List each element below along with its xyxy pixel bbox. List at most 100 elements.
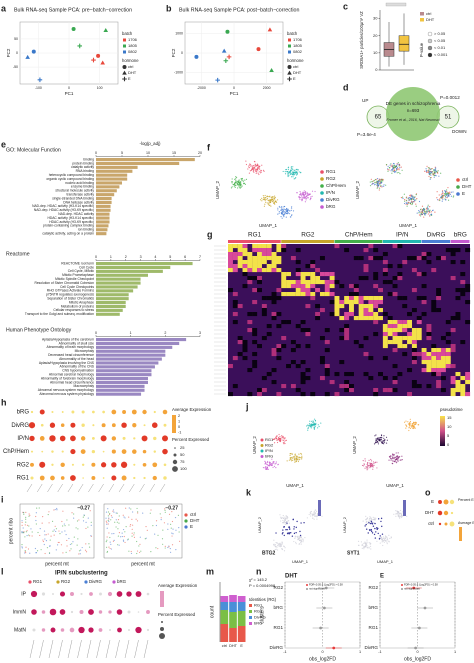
term-label: heterocyclic compound binding bbox=[49, 173, 94, 177]
cell-dot bbox=[164, 509, 166, 511]
heatmap-cell bbox=[373, 256, 379, 261]
cell-dot bbox=[408, 429, 410, 432]
bar bbox=[96, 269, 163, 273]
legend-dot bbox=[56, 580, 60, 584]
heatmap-cell bbox=[382, 376, 388, 381]
cell-dot bbox=[433, 176, 435, 178]
gene-label-stub bbox=[124, 639, 130, 659]
expr-dot bbox=[288, 526, 291, 528]
bar bbox=[96, 341, 180, 346]
dot bbox=[88, 609, 94, 615]
cell-dot bbox=[245, 160, 247, 162]
cell-dot bbox=[442, 198, 444, 200]
heatmap-cell bbox=[271, 260, 277, 265]
legend-swatch bbox=[249, 622, 252, 625]
expr-dot bbox=[379, 535, 381, 537]
cell-dot bbox=[245, 178, 248, 180]
cell-dot bbox=[285, 168, 288, 171]
heatmap-cell bbox=[358, 308, 364, 313]
cell-dot bbox=[405, 427, 407, 429]
bar bbox=[96, 228, 108, 232]
cell-dot bbox=[362, 465, 365, 467]
cell-dot bbox=[35, 512, 37, 514]
heatmap-cell bbox=[257, 256, 262, 261]
heatmap-cell bbox=[378, 288, 383, 293]
heatmap-cell bbox=[247, 392, 253, 397]
heatmap-cell bbox=[445, 360, 451, 365]
cell-dot bbox=[405, 202, 407, 204]
cell-dot bbox=[382, 179, 384, 181]
cell-dot bbox=[381, 185, 383, 187]
cell-dot bbox=[281, 207, 283, 209]
x-tick-label: 2000 bbox=[263, 86, 271, 90]
heatmap-cell bbox=[319, 308, 325, 313]
cell-dot bbox=[24, 524, 26, 526]
correlation: −0.27 bbox=[77, 505, 90, 511]
cell-dot bbox=[266, 466, 268, 468]
term-label: Mitotic Anaphase bbox=[69, 300, 94, 304]
heatmap-cell bbox=[450, 276, 456, 281]
legend-label: ctrl bbox=[426, 11, 431, 16]
cell-dot bbox=[395, 170, 397, 172]
cell-dot bbox=[129, 524, 132, 526]
panel-letter: c bbox=[343, 1, 348, 11]
cell-dot bbox=[306, 195, 308, 197]
cell-dot bbox=[370, 460, 373, 462]
dot bbox=[102, 450, 105, 453]
cell-dot bbox=[439, 198, 441, 200]
cell-dot bbox=[106, 527, 108, 529]
heatmap-cell bbox=[450, 252, 456, 257]
heatmap-cell bbox=[257, 276, 262, 281]
cell-dot bbox=[383, 441, 386, 443]
heatmap-cell bbox=[373, 276, 379, 281]
cell-dot bbox=[413, 197, 415, 199]
cell-dot bbox=[290, 209, 292, 211]
dot bbox=[142, 409, 147, 415]
cell-dot bbox=[152, 525, 154, 527]
heatmap-cell bbox=[349, 292, 354, 297]
term-label: Cell Cycle Checkpoints bbox=[60, 285, 94, 289]
cell-dot bbox=[276, 199, 279, 201]
cell-dot bbox=[53, 509, 55, 511]
term-label: Macrocephaly bbox=[73, 384, 94, 388]
cell-dot bbox=[285, 216, 287, 218]
expr-dot bbox=[285, 529, 287, 531]
cell-dot bbox=[231, 182, 233, 184]
cell-dot bbox=[429, 171, 432, 173]
cell-dot bbox=[21, 544, 23, 546]
dot bbox=[153, 436, 157, 441]
heatmap-cell bbox=[426, 336, 432, 341]
cell-dot bbox=[393, 453, 395, 456]
cell-dot bbox=[270, 200, 272, 202]
cell-dot bbox=[311, 515, 314, 517]
cell-dot bbox=[301, 458, 303, 460]
heatmap-cell bbox=[252, 244, 258, 249]
heatmap-cell bbox=[276, 248, 282, 253]
cell-dot bbox=[373, 518, 375, 521]
cell-dot bbox=[418, 214, 421, 216]
cell-dot bbox=[436, 171, 438, 173]
heatmap-cell bbox=[344, 248, 350, 253]
heatmap-cell bbox=[242, 248, 248, 253]
bar-segment bbox=[220, 610, 229, 624]
cell-dot bbox=[283, 522, 285, 524]
heatmap-cell bbox=[387, 316, 393, 321]
heatmap-cell bbox=[247, 256, 253, 261]
cell-dot bbox=[312, 420, 314, 422]
cell-dot bbox=[426, 211, 429, 213]
cell-dot bbox=[150, 509, 152, 511]
cell-dot bbox=[171, 520, 174, 523]
cell-dot bbox=[370, 519, 372, 521]
cell-dot bbox=[130, 552, 133, 555]
cell-dot bbox=[414, 424, 416, 426]
cell-dot bbox=[244, 183, 246, 186]
term-label: RHO GTPases Activate Formins bbox=[47, 289, 95, 293]
cell-dot bbox=[376, 467, 378, 469]
heatmap-cell bbox=[382, 280, 388, 285]
heatmap-cell bbox=[242, 348, 248, 353]
x-tick-label: 1 bbox=[359, 650, 361, 654]
dot bbox=[100, 435, 107, 442]
dot bbox=[121, 475, 127, 481]
cell-dot bbox=[300, 453, 303, 455]
cell-dot bbox=[446, 193, 449, 195]
